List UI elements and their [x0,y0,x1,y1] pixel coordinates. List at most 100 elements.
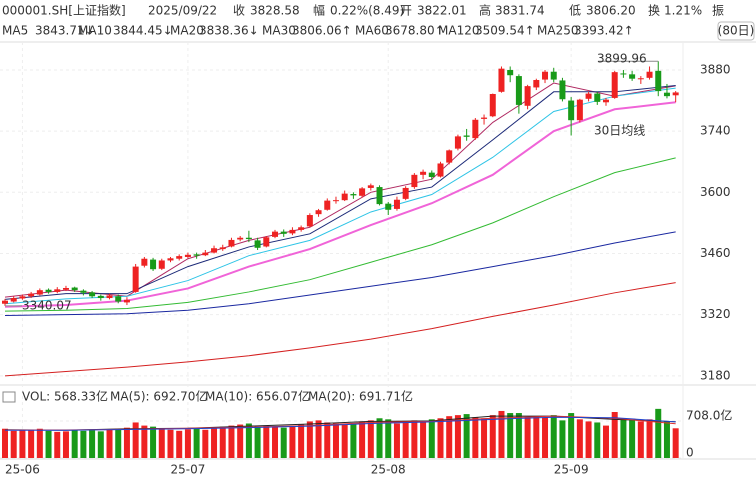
period-button[interactable] [717,21,755,41]
legend-value: 3678.80↑ [385,24,445,38]
legend-name: MA250 [537,24,578,38]
candle-body [611,72,618,98]
volume-bar [219,426,226,458]
volume-bar [585,421,592,458]
candle-body [602,99,609,103]
volume-bar [637,421,644,458]
volume-bar [367,420,374,458]
date: 2025/09/22 [148,4,217,18]
volume-bar [306,421,313,458]
field-value: 3831.74 [495,4,545,18]
candle-body [315,210,322,215]
field-label: 幅 [313,3,325,18]
volume-bar [28,430,35,458]
volume-bar [263,425,270,458]
candle-body [45,289,52,292]
legend-value: 3843.71↓ [35,24,95,38]
ma-line [4,231,676,317]
legend-name: MA20 [170,24,204,38]
volume-bar [672,428,679,458]
candle-body [367,185,374,188]
legend-value: 3844.45↓ [113,24,173,38]
candle-body [263,237,270,247]
candle-body [167,258,174,261]
candle-body [115,296,122,302]
candle-body [158,260,165,269]
candle-body [150,259,157,270]
candle-body [489,93,496,117]
volume-bar [10,430,17,458]
period-label[interactable]: (80日) [718,24,755,38]
volume-bar [141,425,148,458]
x-tick-label: 25-07 [170,463,205,477]
legend-name: MA5 [2,24,28,38]
volume-bar [350,424,357,458]
candle-body [524,86,531,106]
legend-value: 3806.06↑ [292,24,352,38]
field-value: 0.22%(8.49) [330,4,404,18]
candle-body [402,187,409,199]
volume-bar [36,428,43,458]
legend-label: VOL: 568.33亿 [22,389,108,404]
candle-body [446,150,453,163]
volume-bar [507,413,514,458]
legend-value: 3393.42↑ [574,24,634,38]
volume-bar [594,422,601,458]
field-label: 收 [233,4,245,18]
candle-body [28,293,35,297]
candle-body [454,136,461,149]
legend-label: MA(5): 692.70亿 [110,389,207,404]
field-label: 开 [400,4,412,18]
volume-bar [611,412,618,458]
candle-body [481,117,488,119]
candle-body [620,73,627,75]
volume-bar [167,429,174,458]
volume-bar [655,408,662,458]
volume-bar [472,417,479,458]
ma-line [4,416,676,431]
candle-body [341,193,348,201]
volume-bar [515,413,522,458]
legend-name: MA60 [355,24,389,38]
volume-bar [254,426,261,458]
volume-bar [54,431,61,458]
legend-name: MA10 [78,24,112,38]
volume-bar [393,423,400,458]
candle-body [324,200,331,210]
volume-bar [498,410,505,458]
volume-bar [97,431,104,458]
volume-bar [359,421,366,458]
legend-value: 3509.54↑ [475,24,535,38]
volume-bar [19,429,26,458]
volume-bar [454,415,461,458]
volume-bar [298,424,305,458]
candle-body [141,258,148,266]
candle-body [280,231,287,234]
candle-body [359,188,366,196]
volume-bar [115,428,122,458]
candle-body [54,289,61,292]
volume-bar [106,429,113,458]
candle-body [332,200,339,202]
volume-bar [45,430,52,458]
volume-bar [280,427,287,458]
volume-bar [315,420,322,458]
volume-bar [228,425,235,458]
candle-body [420,171,427,175]
candle-body [411,174,418,188]
candle-body [202,252,209,256]
field-label: 高 [479,3,491,18]
volume-bar [184,429,191,458]
volume-bar [542,417,549,458]
legend-label: MA(10): 656.07亿 [205,389,310,404]
x-tick-label: 25-08 [371,463,406,477]
volume-bar [80,430,87,458]
field-value: 3806.20 [586,4,636,18]
volume-bar [437,418,444,458]
field-value: 3828.58 [250,4,300,18]
candle-body [211,248,218,253]
volume-bar [489,415,496,458]
candle-body [559,80,566,100]
